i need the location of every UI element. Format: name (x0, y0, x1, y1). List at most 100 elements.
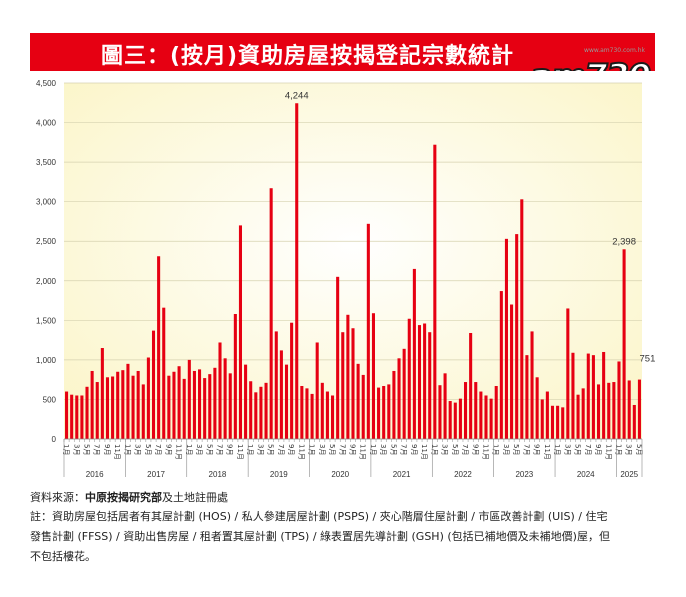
bar (131, 375, 135, 439)
year-label: 2019 (270, 470, 288, 479)
month-tick-label: 11月 (604, 444, 612, 460)
bar (392, 370, 396, 439)
bar (90, 370, 94, 439)
month-tick-label: 7月 (400, 444, 408, 455)
y-tick-label: 2,000 (36, 277, 57, 286)
bar (116, 371, 120, 439)
month-tick-label: 7月 (338, 444, 346, 455)
bar (423, 323, 427, 439)
bar (218, 342, 222, 439)
bar (162, 307, 166, 439)
bar (141, 384, 145, 439)
month-tick-label: 9月 (287, 444, 295, 455)
bar (397, 358, 401, 439)
year-label: 2020 (331, 470, 349, 479)
bar (520, 199, 524, 439)
bar (346, 314, 350, 439)
bar (126, 363, 130, 439)
bar (448, 401, 452, 439)
month-tick-label: 1月 (369, 444, 377, 455)
bar (494, 385, 498, 439)
bar (279, 350, 283, 439)
y-tick-label: 1,000 (36, 356, 57, 365)
year-label: 2025 (620, 470, 638, 479)
bar (484, 395, 488, 439)
month-tick-label: 3月 (318, 444, 326, 455)
month-tick-label: 3月 (134, 444, 142, 455)
month-tick-label: 5月 (328, 444, 336, 455)
bar (259, 386, 263, 439)
data-label: 751 (640, 354, 655, 365)
bar (371, 313, 375, 439)
bar (300, 385, 304, 439)
y-tick-label: 2,500 (36, 237, 57, 246)
month-tick-label: 5月 (267, 444, 275, 455)
bar (198, 369, 202, 439)
month-tick-label: 11月 (297, 444, 305, 460)
chart-area: 0 500 1,000 1,500 2,000 2,500 3,000 3,500 4,000 4… (30, 71, 655, 482)
bar (361, 374, 365, 439)
bar (510, 304, 514, 439)
bar (617, 361, 621, 439)
source-prefix: 資料來源： (30, 491, 85, 504)
month-tick-label: 3月 (625, 444, 633, 455)
bar (320, 382, 324, 439)
bar (233, 314, 237, 439)
footnote: 註：資助房屋包括居者有其屋計劃 (HOS) / 私人參建居屋計劃 (PSPS) … (30, 507, 660, 567)
bar (295, 103, 299, 439)
month-tick-label: 5月 (205, 444, 213, 455)
month-tick-label: 3月 (441, 444, 449, 455)
bar (310, 393, 314, 439)
bar (65, 391, 69, 439)
source-suffix: 及土地註冊處 (162, 491, 228, 504)
bar (576, 394, 580, 439)
month-tick-label: 5月 (389, 444, 397, 455)
y-tick-label: 0 (52, 435, 57, 444)
bar (105, 377, 110, 439)
bar (586, 353, 590, 439)
month-tick-label: 9月 (410, 444, 418, 455)
bar (111, 376, 115, 439)
y-tick-label: 3,000 (36, 198, 57, 207)
bar (136, 370, 140, 439)
bar (85, 386, 89, 439)
bar (351, 328, 355, 439)
bar (545, 391, 549, 439)
bar (428, 332, 432, 439)
bar (581, 388, 585, 439)
month-tick-label: 3月 (195, 444, 203, 455)
month-tick-label: 3月 (379, 444, 387, 455)
bar (290, 322, 294, 439)
bar (474, 382, 478, 439)
bar (387, 384, 391, 439)
bar (525, 355, 529, 439)
footnote-line-3: 不包括樓花。 (30, 550, 96, 563)
bar-chart: 0 500 1,000 1,500 2,000 2,500 3,000 3,500 4,000 4… (36, 79, 655, 479)
month-tick-label: 9月 (471, 444, 479, 455)
bar (627, 380, 631, 439)
logo-url: www.am730.com.hk (584, 47, 645, 54)
bar (469, 332, 473, 439)
month-tick-label: 7月 (154, 444, 162, 455)
bar (489, 398, 493, 439)
bar (192, 370, 196, 439)
bar (315, 342, 319, 439)
month-tick-label: 7月 (522, 444, 530, 455)
month-tick-label: 9月 (103, 444, 111, 455)
month-tick-label: 5月 (635, 444, 643, 455)
month-tick-label: 5月 (144, 444, 152, 455)
bar (238, 225, 243, 439)
bar (479, 391, 483, 439)
bar (540, 399, 544, 439)
y-tick-label: 4,500 (36, 79, 57, 88)
bar (377, 387, 381, 439)
bar (203, 378, 207, 439)
bar (366, 223, 370, 439)
bar (254, 392, 258, 439)
data-label: 4,244 (285, 90, 309, 101)
bar (438, 385, 442, 439)
month-tick-label: 5月 (512, 444, 520, 455)
bar (515, 234, 519, 439)
month-tick-label: 7月 (216, 444, 224, 455)
footnote-line-2: 發售計劃 (FFSS) / 資助出售房屋 / 租者置其屋計劃 (TPS) / 綠… (30, 530, 610, 543)
